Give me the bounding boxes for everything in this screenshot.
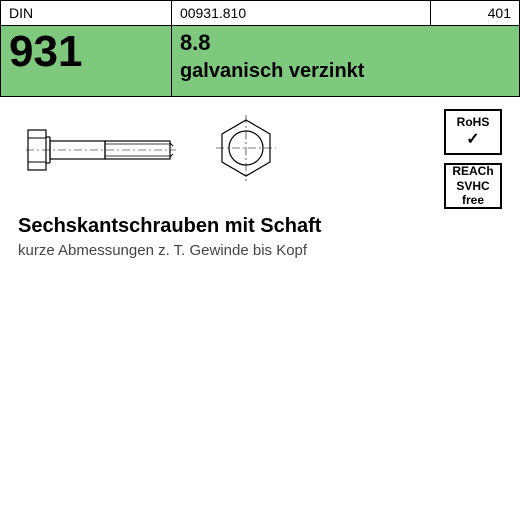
description-title: Sechskantschrauben mit Schaft	[18, 215, 502, 238]
header-code: 401	[431, 1, 519, 25]
compliance-badges: RoHS ✓ REACh SVHC free	[444, 109, 502, 209]
green-banner: 931 8.8 galvanisch verzinkt	[0, 25, 520, 97]
material-info: 8.8 galvanisch verzinkt	[172, 26, 519, 96]
coating-label: galvanisch verzinkt	[180, 60, 511, 83]
reach-badge: REACh SVHC free	[444, 163, 502, 209]
reach-line3: free	[462, 193, 484, 207]
content-area: RoHS ✓ REACh SVHC free	[0, 97, 520, 337]
checkmark-icon: ✓	[466, 130, 479, 149]
rohs-label: RoHS	[457, 115, 490, 129]
bolt-hex-view-icon	[216, 115, 276, 185]
reach-line1: REACh	[452, 164, 493, 178]
rohs-badge: RoHS ✓	[444, 109, 502, 155]
standard-label: DIN	[1, 1, 172, 25]
reach-line2: SVHC	[456, 179, 489, 193]
grade-label: 8.8	[180, 30, 511, 56]
standard-number: 931	[1, 26, 172, 96]
description-subtitle: kurze Abmessungen z. T. Gewinde bis Kopf	[18, 242, 502, 259]
header-row: DIN 00931.810 401	[0, 0, 520, 25]
bolt-side-view-icon	[26, 115, 176, 185]
bolt-illustration	[18, 115, 502, 185]
article-number: 00931.810	[172, 1, 431, 25]
description: Sechskantschrauben mit Schaft kurze Abme…	[18, 215, 502, 259]
